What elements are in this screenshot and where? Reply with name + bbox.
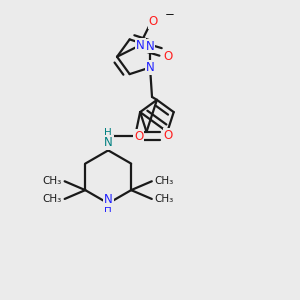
Text: N: N bbox=[104, 193, 112, 206]
Text: CH₃: CH₃ bbox=[155, 176, 174, 186]
Text: O: O bbox=[134, 130, 143, 143]
Text: CH₃: CH₃ bbox=[43, 176, 62, 186]
Text: O: O bbox=[164, 129, 173, 142]
Text: N: N bbox=[136, 39, 145, 52]
Text: −: − bbox=[165, 8, 175, 20]
Text: H: H bbox=[104, 128, 112, 138]
Text: CH₃: CH₃ bbox=[43, 194, 62, 204]
Text: H: H bbox=[104, 204, 112, 214]
Text: O: O bbox=[148, 15, 158, 28]
Text: N: N bbox=[146, 61, 154, 74]
Text: N: N bbox=[104, 136, 112, 149]
Text: CH₃: CH₃ bbox=[155, 194, 174, 204]
Text: N: N bbox=[146, 40, 154, 52]
Text: O: O bbox=[164, 50, 173, 63]
